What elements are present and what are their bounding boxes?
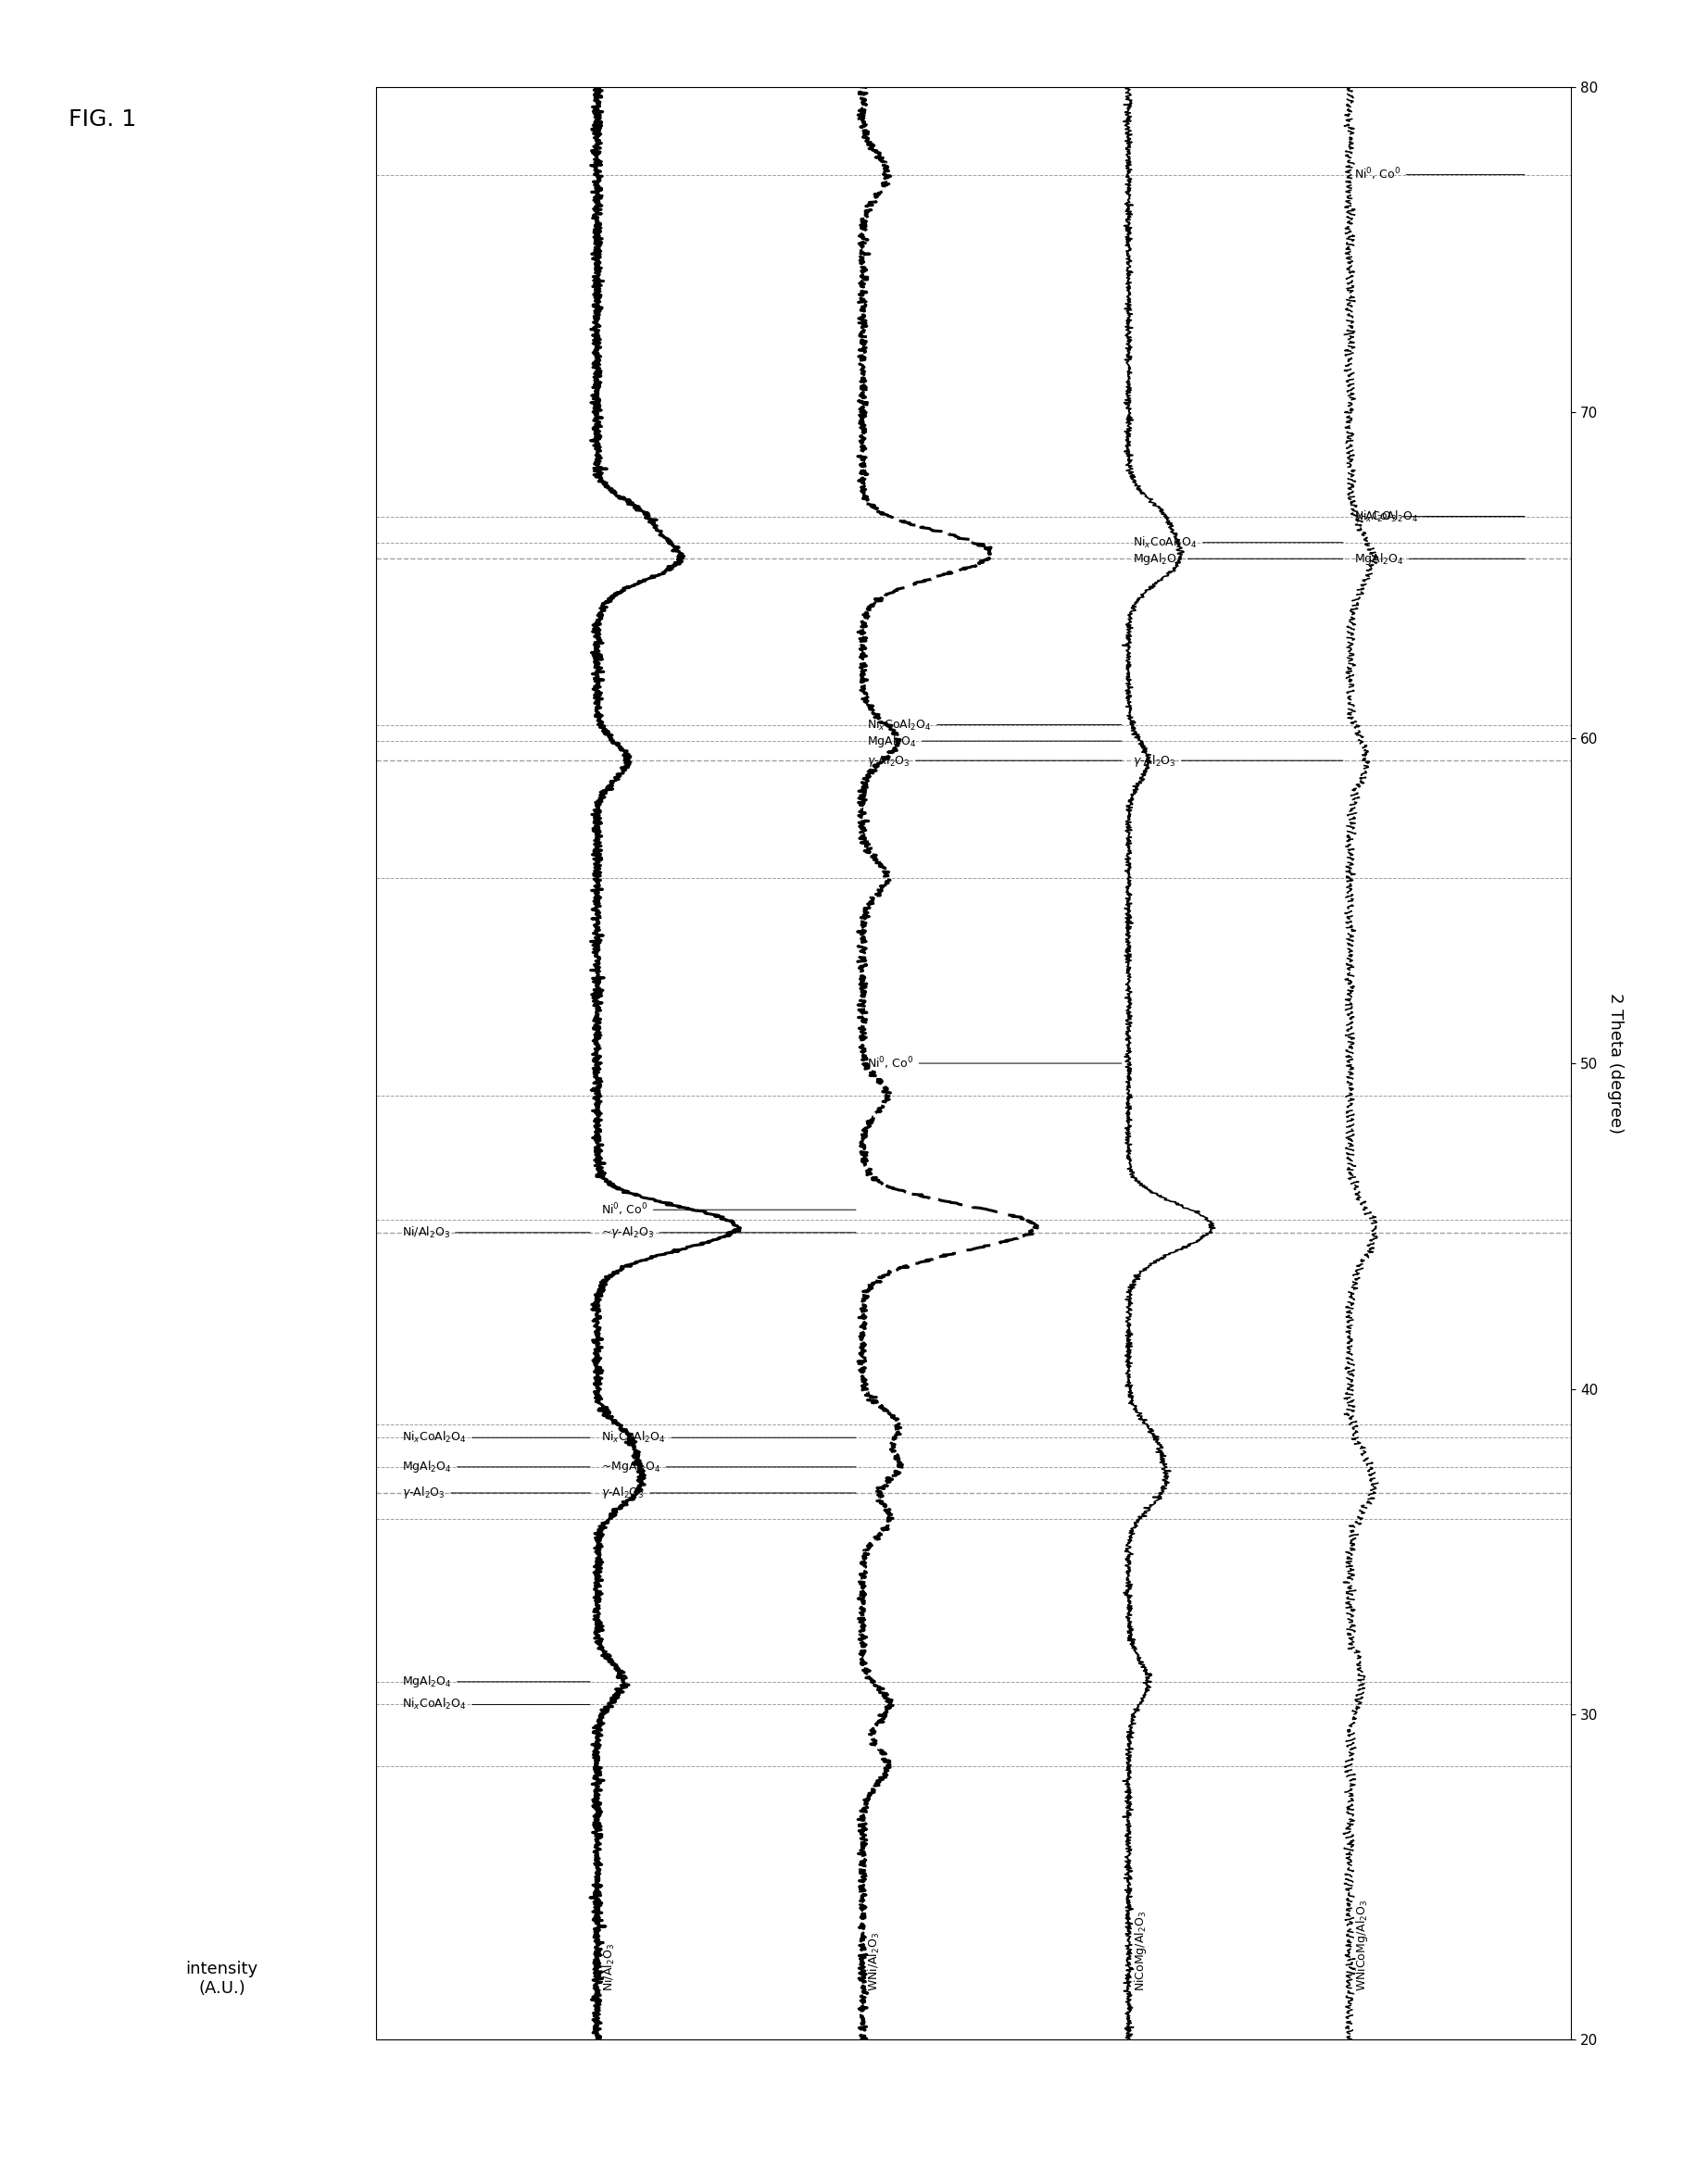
Text: Ni$_x$CoAl$_2$O$_4$: Ni$_x$CoAl$_2$O$_4$ bbox=[403, 1697, 591, 1712]
Text: ~MgAl$_2$O$_4$: ~MgAl$_2$O$_4$ bbox=[601, 1458, 856, 1476]
Text: Ni$_x$CoAl$_2$O$_4$: Ni$_x$CoAl$_2$O$_4$ bbox=[1132, 536, 1342, 549]
Text: MgAl$_2$O$_4$: MgAl$_2$O$_4$ bbox=[1354, 551, 1525, 566]
Text: Ni$_x$CoAl$_2$O$_4$: Ni$_x$CoAl$_2$O$_4$ bbox=[868, 718, 1122, 731]
Text: FIG. 1: FIG. 1 bbox=[68, 109, 137, 130]
Text: MgAl$_2$O$_4$: MgAl$_2$O$_4$ bbox=[403, 1673, 591, 1690]
Text: $\gamma$-Al$_2$O$_3$: $\gamma$-Al$_2$O$_3$ bbox=[868, 753, 1122, 768]
Text: intensity
(A.U.): intensity (A.U.) bbox=[186, 1960, 258, 1996]
Text: WNi/Al$_2$O$_3$: WNi/Al$_2$O$_3$ bbox=[868, 1931, 883, 1992]
Text: $\gamma$-Al$_2$O$_3$: $\gamma$-Al$_2$O$_3$ bbox=[403, 1484, 591, 1502]
Text: Ni$_x$CoAl$_2$O$_4$: Ni$_x$CoAl$_2$O$_4$ bbox=[1354, 510, 1525, 523]
Text: ~$\gamma$-Al$_2$O$_3$: ~$\gamma$-Al$_2$O$_3$ bbox=[601, 1224, 856, 1241]
Text: MgAl$_2$O$_4$: MgAl$_2$O$_4$ bbox=[1132, 551, 1342, 566]
Text: Ni/Al$_2$O$_3$: Ni/Al$_2$O$_3$ bbox=[403, 1226, 591, 1239]
Text: Ni$^0$, Co$^0$: Ni$^0$, Co$^0$ bbox=[601, 1202, 856, 1217]
Text: Ni$^0$, Co$^0$: Ni$^0$, Co$^0$ bbox=[1354, 167, 1525, 182]
Text: WNiCoMg/Al$_2$O$_3$: WNiCoMg/Al$_2$O$_3$ bbox=[1354, 1899, 1370, 1992]
Y-axis label: 2 Theta (degree): 2 Theta (degree) bbox=[1607, 994, 1624, 1133]
Text: MgAl$_2$O$_4$: MgAl$_2$O$_4$ bbox=[403, 1458, 591, 1476]
Text: $\gamma$-Al$_2$O$_3$: $\gamma$-Al$_2$O$_3$ bbox=[1354, 508, 1525, 525]
Text: $\gamma$-Al$_2$O$_3$: $\gamma$-Al$_2$O$_3$ bbox=[1132, 753, 1342, 768]
Text: Ni$^0$, Co$^0$: Ni$^0$, Co$^0$ bbox=[868, 1055, 1122, 1072]
Text: Ni$_x$CoAl$_2$O$_4$: Ni$_x$CoAl$_2$O$_4$ bbox=[403, 1430, 591, 1445]
Text: MgAl$_2$O$_4$: MgAl$_2$O$_4$ bbox=[868, 733, 1122, 749]
Text: Ni/Al$_2$O$_3$: Ni/Al$_2$O$_3$ bbox=[601, 1942, 617, 1992]
Text: Ni$_x$CoAl$_2$O$_4$: Ni$_x$CoAl$_2$O$_4$ bbox=[601, 1430, 856, 1445]
Text: $\gamma$-Al$_2$O$_3$: $\gamma$-Al$_2$O$_3$ bbox=[601, 1484, 856, 1502]
Text: NiCoMg/Al$_2$O$_3$: NiCoMg/Al$_2$O$_3$ bbox=[1132, 1910, 1149, 1992]
